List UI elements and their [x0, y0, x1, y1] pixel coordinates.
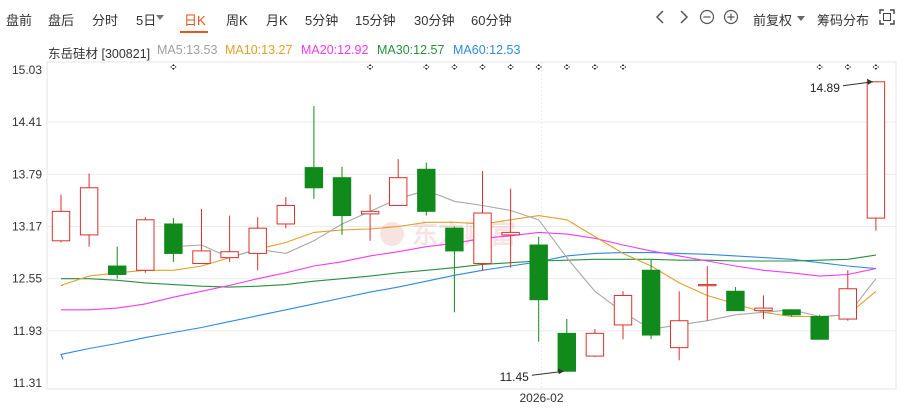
tab-3[interactable]: 5日	[136, 13, 157, 28]
candle-body[interactable]	[585, 332, 605, 357]
candle-body[interactable]	[417, 168, 436, 212]
candle-body[interactable]	[838, 288, 858, 320]
watermark-logo: 东方财富	[380, 219, 516, 249]
toolbar: 盘前 盘后 分时 5日 日K 周K 月K 5分钟 15分钟 30分钟 60分钟 前复权 筹码分布	[0, 0, 913, 36]
y-tick-label: 13.17	[12, 220, 42, 234]
x-tick-label: 2026-02	[519, 391, 563, 405]
candle-body[interactable]	[754, 307, 773, 312]
low-arrow	[531, 370, 564, 376]
fullscreen-icon[interactable]	[878, 8, 896, 26]
event-marker-icon[interactable]	[507, 64, 514, 70]
candle-body[interactable]	[501, 231, 520, 236]
y-tick-label: 11.31	[13, 376, 42, 390]
tab-8[interactable]: 15分钟	[355, 13, 396, 28]
ma5-label: MA5:13.53	[157, 43, 218, 57]
high-arrow-head	[866, 78, 873, 85]
adjust-dropdown-label[interactable]: 前复权	[753, 13, 793, 28]
tab-9[interactable]: 30分钟	[414, 13, 455, 28]
event-marker-icon[interactable]	[620, 64, 626, 70]
tab-7[interactable]: 5分钟	[305, 13, 339, 28]
candle-body[interactable]	[782, 309, 801, 316]
event-marker-icon[interactable]	[816, 64, 823, 70]
candle-body[interactable]	[51, 210, 71, 242]
candle-body[interactable]	[332, 177, 352, 217]
y-tick-label: 14.41	[12, 115, 42, 129]
candle-body[interactable]	[79, 187, 99, 236]
candle-body[interactable]	[726, 290, 745, 312]
tab-0[interactable]: 盘前	[6, 13, 33, 28]
ma30-label: MA30:12.57	[377, 43, 445, 57]
candle-body[interactable]	[669, 320, 689, 349]
candle-body[interactable]	[529, 244, 548, 301]
candle-body[interactable]	[557, 332, 577, 372]
candle-body[interactable]	[613, 294, 633, 326]
candle-body[interactable]	[641, 269, 661, 336]
chevron-down-icon[interactable]	[796, 15, 806, 22]
chip-distribution-button[interactable]: 筹码分布	[817, 13, 870, 28]
prev-arrow-icon[interactable]	[652, 8, 670, 26]
event-marker-icon[interactable]	[535, 64, 542, 70]
candle-body[interactable]	[388, 177, 408, 206]
tab-4[interactable]: 日K	[184, 13, 206, 28]
y-tick-label: 13.79	[12, 167, 42, 181]
ma20-label: MA20:12.92	[301, 43, 369, 57]
candle-body[interactable]	[276, 204, 296, 225]
stock-name: 东岳硅材 [300821]	[48, 47, 151, 61]
candle-body[interactable]	[810, 316, 829, 340]
candle-body[interactable]	[220, 251, 239, 259]
candle-body[interactable]	[698, 284, 717, 287]
candle-body[interactable]	[866, 81, 886, 219]
low-label: 11.45	[500, 370, 529, 384]
ma60-label: MA60:12.53	[453, 43, 521, 57]
candle-body[interactable]	[304, 167, 324, 189]
candle-body[interactable]	[107, 265, 127, 275]
ma-legend: 东岳硅材 [300821] MA5:13.53 MA10:13.27 MA20:…	[0, 40, 913, 61]
event-marker-icon[interactable]	[451, 64, 458, 70]
event-marker-icon[interactable]	[872, 64, 879, 70]
candle-body[interactable]	[136, 219, 155, 271]
svg-text:东方财富: 东方财富	[412, 219, 516, 249]
event-marker-icon[interactable]	[423, 64, 430, 70]
plot-frame	[46, 61, 897, 390]
ma10-line	[60, 215, 877, 318]
high-arrow	[842, 81, 873, 87]
y-tick-label: 12.55	[12, 272, 42, 286]
low-arrow-head	[557, 368, 564, 375]
y-tick-label: 15.03	[12, 63, 42, 77]
event-marker-icon[interactable]	[844, 64, 851, 70]
ma60-line	[60, 252, 876, 360]
tab-1[interactable]: 盘后	[48, 13, 75, 28]
event-marker-icon[interactable]	[591, 64, 598, 70]
candle-body[interactable]	[360, 210, 380, 215]
high-label: 14.89	[810, 81, 840, 95]
event-marker-icon[interactable]	[563, 64, 570, 70]
candle-body[interactable]	[248, 227, 267, 254]
ma10-label: MA10:13.27	[225, 43, 293, 57]
tab-5[interactable]: 周K	[226, 13, 248, 28]
y-tick-label: 11.93	[13, 324, 42, 338]
zoom-in-icon[interactable]	[722, 8, 740, 26]
tab-6[interactable]: 月K	[266, 13, 288, 28]
candle-body[interactable]	[164, 223, 183, 254]
tab-10[interactable]: 60分钟	[471, 13, 512, 28]
candle-body[interactable]	[192, 250, 211, 265]
zoom-out-icon[interactable]	[698, 8, 716, 26]
event-marker-icon[interactable]	[170, 64, 177, 70]
ma30-line	[61, 254, 876, 288]
ma5-line	[173, 189, 877, 330]
candle-body[interactable]	[473, 212, 492, 265]
next-arrow-icon[interactable]	[674, 8, 692, 26]
tab-2[interactable]: 分时	[92, 13, 119, 28]
active-tab-underline	[180, 31, 208, 33]
chevron-down-icon[interactable]	[156, 15, 164, 21]
event-marker-icon[interactable]	[367, 64, 374, 70]
ma20-line	[61, 231, 877, 311]
candle-body[interactable]	[445, 227, 464, 252]
event-marker-icon[interactable]	[479, 64, 486, 70]
